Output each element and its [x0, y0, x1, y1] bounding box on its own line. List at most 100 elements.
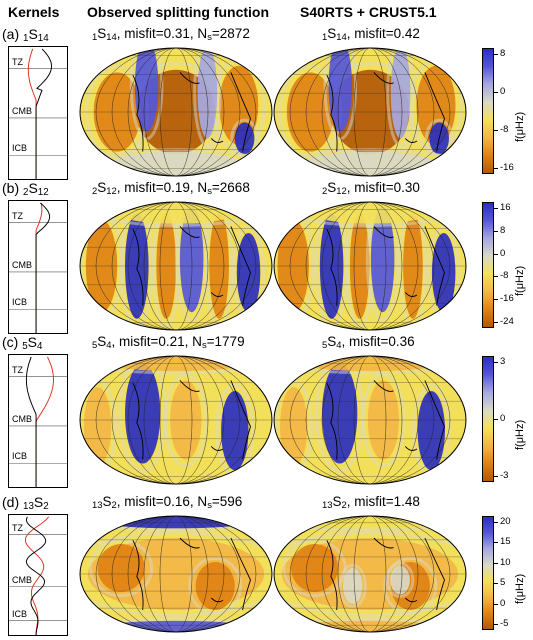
coastline — [210, 446, 224, 451]
observed-title-mode-degree: 12 — [106, 186, 117, 198]
map-anomaly-patch — [83, 387, 112, 467]
kernel-label-icb: ICB — [12, 143, 28, 154]
colorbar-tick-label: 8 — [500, 48, 506, 59]
colorbar-tick-label: 0 — [500, 413, 506, 424]
colorbar-tick-mark — [494, 603, 498, 605]
map-outline — [79, 201, 273, 331]
panel-letter: (b) — [2, 180, 23, 196]
map-anomaly-patch — [302, 151, 440, 176]
observed-map-title: 2S12, misfit=0.19, Ns=2668 — [92, 180, 250, 197]
observed-title-mode-type: S — [97, 334, 107, 349]
colorbar-tick-mark — [494, 476, 498, 477]
kernel-plot: TZ CMB ICB — [8, 354, 68, 488]
coastline — [132, 540, 144, 611]
model-title-mode-overtone: 1 — [322, 32, 328, 44]
model-title-mode-type: S — [332, 494, 342, 509]
colorbar-tick-label: 0 — [500, 86, 506, 97]
model-header: S40RTS + CRUST5.1 — [300, 4, 437, 20]
colorbar-tick-mark — [494, 542, 498, 544]
colorbar — [482, 48, 494, 174]
kernel-label-tz: TZ — [12, 210, 23, 221]
model-title-mode-overtone: 5 — [322, 340, 328, 352]
observed-title-mode-degree: 2 — [111, 500, 117, 512]
colorbar-tick-mark — [494, 168, 498, 169]
observed-misfit: , misfit=0.21, N — [111, 334, 202, 349]
kernel-svg — [9, 356, 67, 487]
colorbar-tick-mark — [494, 130, 498, 131]
map-anomaly-patch — [431, 233, 456, 313]
coastline — [179, 537, 200, 549]
map-anomaly-patch — [97, 356, 255, 372]
map-anomaly-patch — [417, 390, 446, 471]
colorbar-tick-mark — [494, 419, 498, 420]
coastline — [132, 382, 144, 460]
map-outline — [273, 515, 467, 633]
kernel-svg — [9, 516, 67, 635]
coastline — [210, 597, 224, 603]
colorbar-tick-mark — [494, 583, 498, 585]
coastline — [326, 382, 338, 460]
model-misfit: , misfit=0.30 — [346, 180, 420, 195]
model-title-mode-degree: 12 — [336, 186, 347, 198]
model-title-mode-type: S — [327, 26, 337, 41]
model-title-mode-degree: 4 — [336, 340, 342, 352]
colorbar-tick-label: 20 — [500, 516, 511, 527]
ns-subscript: s — [207, 500, 212, 512]
panel-label-mode-type: S — [27, 334, 38, 350]
kernel-curve-black — [25, 516, 47, 635]
model-title-mode-degree: 2 — [341, 500, 347, 512]
model-title-mode-degree: 14 — [336, 32, 347, 44]
panel-a: (a) 1S14 TZ CMB ICB 1S14, misfit=0.31, Ns=28… — [0, 26, 533, 184]
map-anomaly-patch — [416, 65, 456, 145]
map-anomaly-patch — [328, 48, 353, 132]
colorbar-tick-mark — [494, 253, 498, 255]
colorbar-tick-label: -8 — [500, 270, 509, 282]
ns-value: =1779 — [206, 334, 245, 349]
observed-title-mode-type: S — [97, 26, 107, 41]
coastline — [404, 446, 418, 451]
panel-label-mode-overtone: 1 — [23, 33, 29, 45]
coastline — [326, 228, 338, 306]
colorbar-tick-label: -24 — [500, 316, 514, 327]
map-anomaly-patch — [107, 151, 245, 176]
observed-header: Observed splitting function — [87, 4, 270, 20]
kernel-label-icb: ICB — [12, 608, 28, 619]
kernels-header: Kernels — [8, 4, 60, 20]
map-anomaly-patch — [322, 363, 358, 464]
panel-letter: (a) — [2, 26, 23, 42]
panel-b: (b) 2S12 TZ CMB ICB 2S12, misfit=0.19, Ns=26… — [0, 180, 533, 338]
map-anomaly-patch — [97, 544, 145, 592]
coastline — [230, 537, 251, 611]
panel-label-mode-type: S — [28, 26, 38, 42]
kernel-curve-black — [35, 202, 51, 333]
map-outline — [273, 47, 467, 177]
panel-letter: (c) — [2, 334, 23, 350]
coastline — [424, 380, 445, 460]
model-map-title: 1S14, misfit=0.42 — [322, 26, 420, 43]
coastline — [373, 226, 394, 238]
kernel-curve-black — [35, 48, 53, 179]
coastline — [210, 292, 224, 297]
coastline — [326, 540, 338, 611]
colorbar-tick-mark — [494, 230, 498, 232]
observed-title-mode-overtone: 5 — [92, 340, 98, 352]
colorbar — [482, 516, 494, 630]
coastline — [373, 380, 394, 392]
map-outline — [79, 355, 273, 485]
observed-map — [79, 201, 273, 331]
coastline — [179, 380, 200, 392]
model-map — [273, 47, 467, 177]
model-map — [273, 355, 467, 485]
kernel-label-tz: TZ — [12, 364, 23, 375]
panel-label-mode-degree: 4 — [37, 341, 43, 353]
model-map-title: 5S4, misfit=0.36 — [322, 334, 415, 351]
coastline — [179, 226, 200, 238]
kernel-label-cmb: CMB — [12, 574, 32, 585]
colorbar-tick-label: 10 — [500, 556, 511, 568]
observed-misfit: , misfit=0.31, N — [116, 26, 208, 41]
coastline — [326, 74, 338, 152]
colorbar-tick-label: 8 — [500, 224, 506, 236]
model-title-mode-overtone: 13 — [322, 500, 333, 512]
colorbar-tick-mark — [494, 208, 498, 209]
observed-title-mode-overtone: 13 — [92, 500, 103, 512]
